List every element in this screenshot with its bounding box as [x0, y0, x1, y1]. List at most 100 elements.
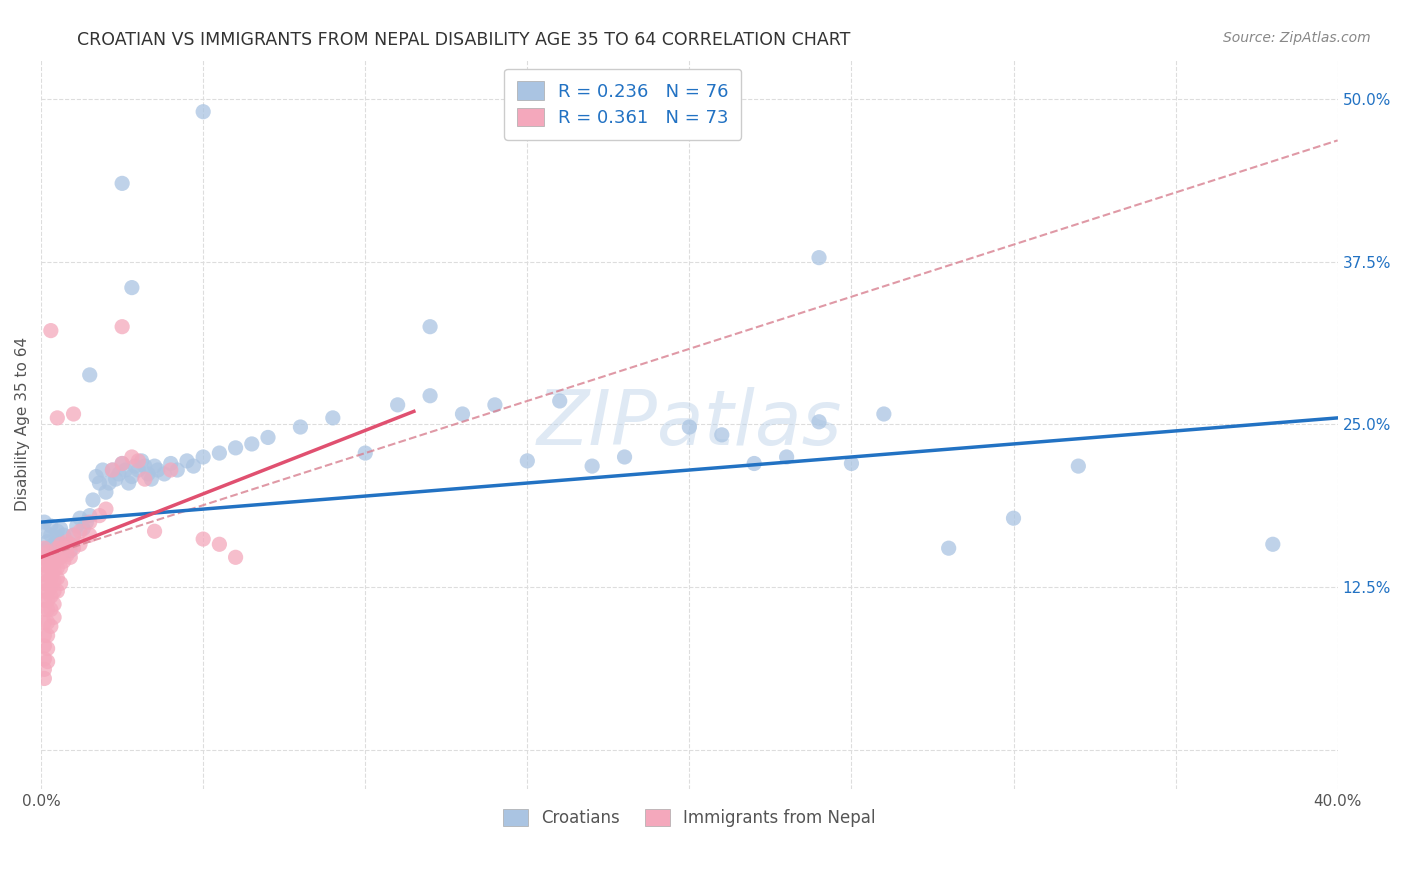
Point: [1067, 459, 1090, 474]
Point: [69, 537, 91, 551]
Point: [37, 563, 59, 577]
Point: [52, 528, 75, 542]
Point: [94, 502, 117, 516]
Point: [84, 469, 107, 483]
Point: [72, 522, 94, 536]
Point: [127, 463, 149, 477]
Point: [581, 459, 603, 474]
Point: [176, 454, 198, 468]
Point: [114, 463, 136, 477]
Point: [193, 104, 215, 119]
Point: [143, 459, 166, 474]
Point: [39, 519, 62, 533]
Point: [42, 597, 65, 611]
Point: [101, 463, 124, 477]
Point: [39, 324, 62, 338]
Point: [34, 593, 56, 607]
Point: [208, 537, 231, 551]
Point: [49, 522, 72, 536]
Point: [59, 550, 82, 565]
Point: [46, 584, 69, 599]
Point: [62, 541, 84, 556]
Point: [121, 469, 143, 483]
Point: [146, 463, 169, 477]
Point: [42, 545, 65, 559]
Point: [419, 389, 441, 403]
Point: [516, 454, 538, 468]
Point: [94, 485, 117, 500]
Point: [98, 476, 121, 491]
Point: [39, 602, 62, 616]
Point: [42, 554, 65, 568]
Point: [387, 398, 409, 412]
Point: [290, 420, 312, 434]
Point: [37, 534, 59, 549]
Point: [873, 407, 896, 421]
Point: [46, 571, 69, 585]
Point: [143, 524, 166, 539]
Point: [52, 541, 75, 556]
Point: [710, 427, 733, 442]
Point: [678, 420, 700, 434]
Point: [159, 463, 181, 477]
Point: [451, 407, 474, 421]
Point: [34, 515, 56, 529]
Point: [34, 524, 56, 539]
Point: [79, 368, 101, 382]
Point: [39, 560, 62, 574]
Point: [91, 463, 114, 477]
Point: [76, 515, 98, 529]
Point: [117, 476, 139, 491]
Point: [134, 459, 156, 474]
Point: [42, 584, 65, 599]
Point: [46, 560, 69, 574]
Point: [34, 672, 56, 686]
Point: [82, 493, 104, 508]
Point: [121, 280, 143, 294]
Text: CROATIAN VS IMMIGRANTS FROM NEPAL DISABILITY AGE 35 TO 64 CORRELATION CHART: CROATIAN VS IMMIGRANTS FROM NEPAL DISABI…: [77, 31, 851, 49]
Point: [354, 446, 377, 460]
Point: [153, 467, 176, 481]
Point: [111, 177, 134, 191]
Point: [59, 543, 82, 558]
Point: [34, 615, 56, 630]
Point: [37, 593, 59, 607]
Point: [66, 519, 89, 533]
Legend: Croatians, Immigrants from Nepal: Croatians, Immigrants from Nepal: [495, 801, 884, 836]
Point: [37, 584, 59, 599]
Point: [46, 531, 69, 545]
Point: [56, 534, 79, 549]
Point: [49, 537, 72, 551]
Point: [34, 541, 56, 556]
Point: [101, 463, 124, 477]
Point: [484, 398, 506, 412]
Point: [37, 641, 59, 656]
Point: [108, 467, 131, 481]
Point: [34, 550, 56, 565]
Point: [69, 511, 91, 525]
Point: [52, 554, 75, 568]
Point: [208, 446, 231, 460]
Point: [111, 457, 134, 471]
Point: [39, 619, 62, 633]
Point: [34, 639, 56, 653]
Point: [111, 319, 134, 334]
Point: [136, 467, 159, 481]
Point: [548, 394, 571, 409]
Point: [159, 457, 181, 471]
Point: [49, 550, 72, 565]
Point: [34, 584, 56, 599]
Point: [34, 558, 56, 573]
Point: [613, 450, 636, 464]
Point: [1261, 537, 1284, 551]
Point: [121, 450, 143, 464]
Point: [808, 415, 831, 429]
Point: [183, 459, 205, 474]
Point: [34, 576, 56, 591]
Point: [46, 550, 69, 565]
Point: [42, 563, 65, 577]
Point: [39, 550, 62, 565]
Point: [56, 537, 79, 551]
Point: [79, 508, 101, 523]
Point: [34, 567, 56, 582]
